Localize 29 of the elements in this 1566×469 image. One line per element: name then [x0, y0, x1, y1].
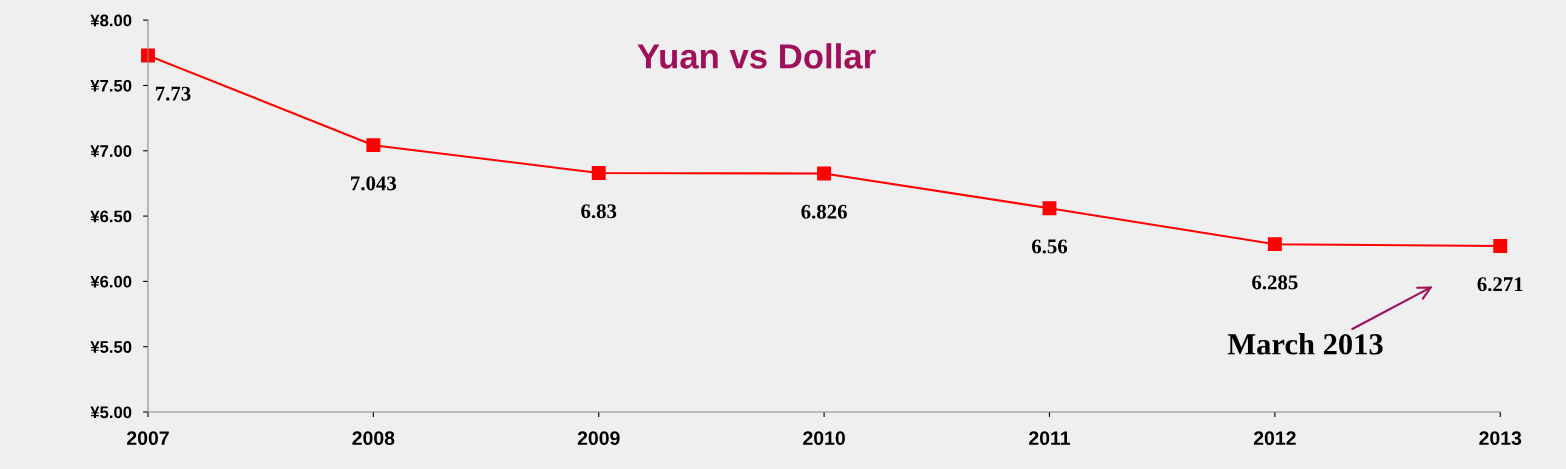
data-label: 6.83	[581, 204, 617, 219]
x-tick-label: 2013	[1479, 431, 1522, 446]
y-tick-label: ¥6.50	[90, 210, 132, 223]
point	[1493, 239, 1508, 253]
annotation: March 2013	[1227, 333, 1383, 355]
y-tick-label: ¥7.00	[90, 145, 132, 157]
text: Yuan vs Dollar	[637, 43, 876, 69]
data-label: 6.826	[801, 204, 847, 219]
data-label: 7.043	[351, 176, 397, 191]
y-tick-label: ¥5.00	[90, 406, 132, 419]
y-tick-label: ¥8.00	[90, 14, 132, 27]
data-label: 6.271	[1477, 277, 1523, 292]
x-tick-label: 2011	[1029, 431, 1071, 446]
y-tick-label: ¥6.00	[90, 275, 132, 288]
point	[1267, 237, 1282, 252]
data-label: 6.56	[1031, 239, 1068, 254]
x-tick-label: 2007	[127, 431, 169, 446]
data-label: 7.73	[155, 86, 191, 101]
point	[1042, 201, 1057, 216]
y-tick-label: ¥5.50	[90, 341, 132, 353]
x-tick-label: 2008	[352, 431, 395, 446]
y-tick-label: ¥7.50	[90, 79, 132, 92]
point	[366, 138, 381, 153]
x-tick-label: 2009	[577, 431, 620, 446]
data-label: 6.285	[1252, 275, 1298, 290]
point	[591, 166, 606, 180]
x-tick-label: 2012	[1253, 431, 1296, 446]
point	[817, 166, 832, 181]
x-tick-label: 2010	[803, 431, 845, 446]
